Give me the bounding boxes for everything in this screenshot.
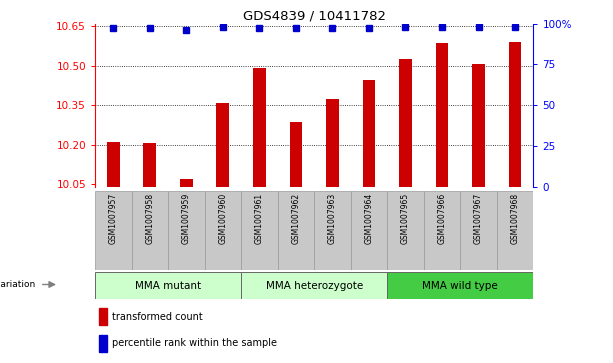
Text: MMA heterozygote: MMA heterozygote	[265, 281, 363, 291]
Title: GDS4839 / 10411782: GDS4839 / 10411782	[243, 9, 386, 23]
Bar	[472, 64, 485, 187]
Bar	[387, 272, 533, 299]
Bar	[143, 143, 156, 187]
Bar	[424, 191, 460, 270]
Text: MMA wild type: MMA wild type	[422, 281, 498, 291]
Bar	[180, 179, 192, 187]
Bar	[168, 191, 205, 270]
Bar	[253, 68, 266, 187]
Bar	[132, 191, 168, 270]
Bar	[387, 191, 424, 270]
Bar	[460, 191, 497, 270]
Bar	[314, 191, 351, 270]
Text: GSM1007967: GSM1007967	[474, 193, 483, 244]
Bar	[241, 272, 387, 299]
Bar	[399, 59, 412, 187]
Bar	[107, 142, 120, 187]
Text: GSM1007960: GSM1007960	[218, 193, 227, 244]
Text: GSM1007966: GSM1007966	[438, 193, 446, 244]
Bar	[362, 80, 375, 187]
Bar	[95, 272, 241, 299]
Bar	[278, 191, 314, 270]
Bar	[497, 191, 533, 270]
Bar	[289, 122, 302, 187]
Bar	[205, 191, 241, 270]
Bar	[216, 103, 229, 187]
Text: genotype/variation: genotype/variation	[0, 280, 36, 289]
Bar	[99, 335, 107, 351]
Bar	[351, 191, 387, 270]
Text: MMA mutant: MMA mutant	[135, 281, 201, 291]
Text: GSM1007963: GSM1007963	[328, 193, 337, 244]
Text: GSM1007962: GSM1007962	[291, 193, 300, 244]
Text: percentile rank within the sample: percentile rank within the sample	[112, 338, 276, 348]
Bar	[241, 191, 278, 270]
Bar	[509, 42, 522, 187]
Bar	[95, 191, 132, 270]
Text: GSM1007965: GSM1007965	[401, 193, 410, 244]
Text: GSM1007964: GSM1007964	[365, 193, 373, 244]
Bar	[99, 309, 107, 325]
Text: GSM1007968: GSM1007968	[511, 193, 520, 244]
Bar	[436, 43, 448, 187]
Text: GSM1007957: GSM1007957	[109, 193, 118, 244]
Text: GSM1007958: GSM1007958	[145, 193, 154, 244]
Text: GSM1007959: GSM1007959	[182, 193, 191, 244]
Bar	[326, 99, 339, 187]
Text: transformed count: transformed count	[112, 312, 202, 322]
Text: GSM1007961: GSM1007961	[255, 193, 264, 244]
